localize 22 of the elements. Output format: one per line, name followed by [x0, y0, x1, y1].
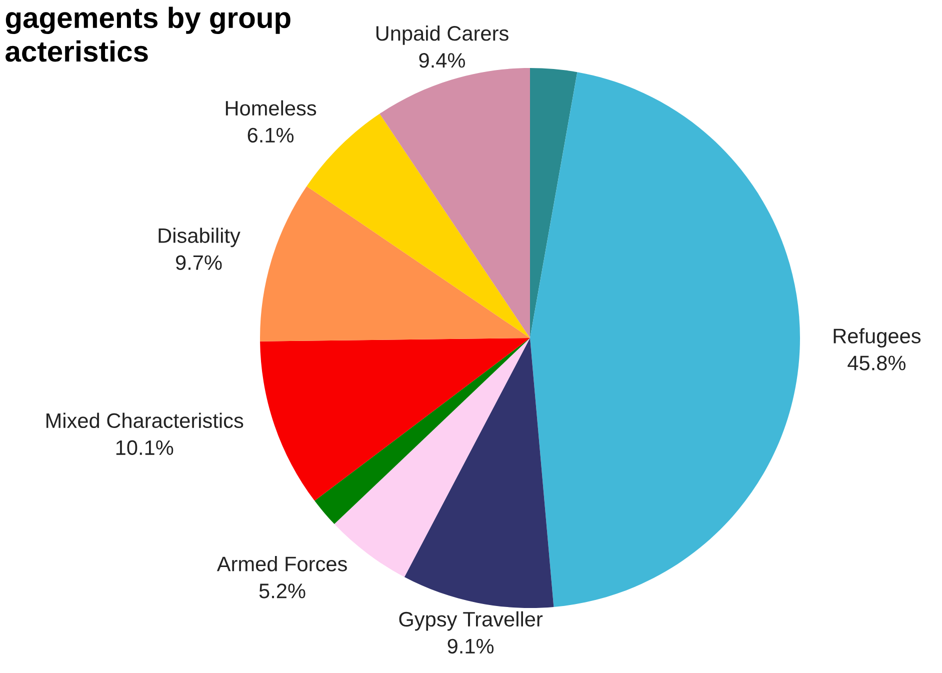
pie-slice [380, 68, 530, 338]
data-label: 45.8% [848, 356, 906, 370]
slice-label: Refugees [834, 328, 921, 348]
data-label: 9.1% [448, 638, 494, 654]
pie-slice [314, 338, 530, 524]
data-label: 9.4% [419, 53, 465, 68]
pie-slice [260, 186, 530, 342]
chart-title: gagements by group acteristics [6, 6, 290, 62]
pie-slice [530, 72, 800, 607]
data-label: 9.7% [176, 255, 222, 270]
data-label: 5.2% [259, 584, 306, 598]
pie-slice [404, 338, 554, 608]
slice-label: Homeless [226, 100, 316, 116]
slice-label: Armed Forces [216, 556, 347, 572]
pie-slice [530, 68, 578, 338]
slice-label: Disability [158, 228, 240, 248]
slice-label: Gypsy Traveller [399, 611, 543, 631]
pie-slice [260, 338, 530, 501]
slice-label: Unpaid Carers [376, 25, 508, 45]
data-label: 6.1% [248, 128, 294, 143]
data-label: 10.1% [116, 440, 174, 456]
slice-label: Mixed Characteristics [46, 412, 244, 428]
